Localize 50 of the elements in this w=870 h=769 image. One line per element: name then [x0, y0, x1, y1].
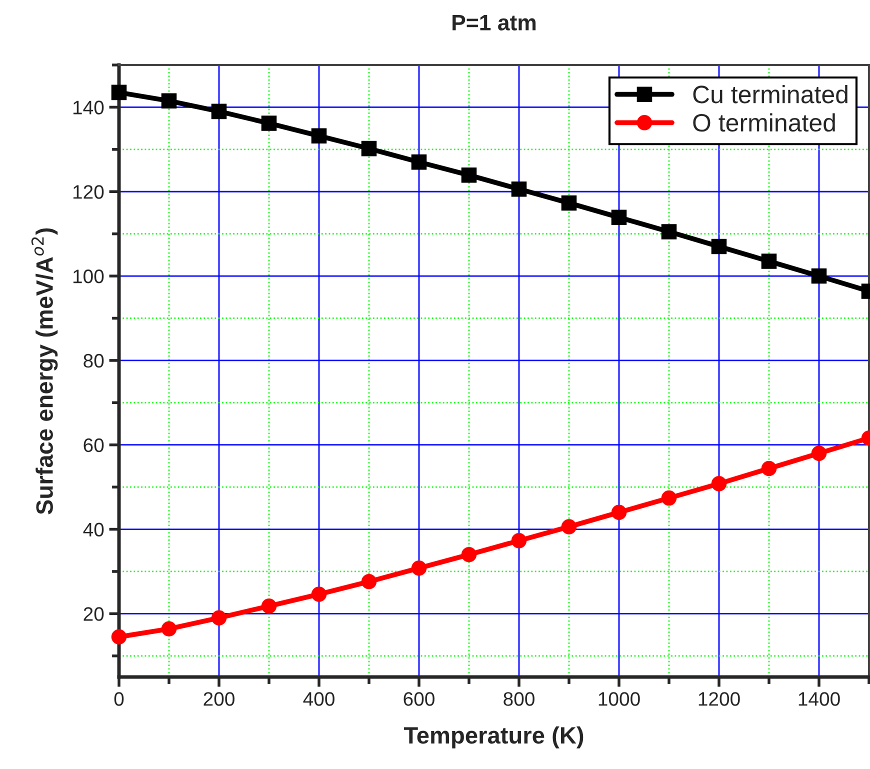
y-tick-label: 80 [84, 354, 104, 368]
point [161, 93, 177, 109]
y-tick-label: 140 [73, 100, 104, 114]
chart-title: P=1 atm [452, 14, 536, 30]
x-tick-label: 400 [303, 692, 334, 706]
y-axis-title: Surface energy (meV/A$^{o2}$) [31, 228, 58, 514]
point [711, 238, 727, 254]
point [761, 460, 777, 476]
point [111, 629, 127, 645]
point [761, 254, 777, 269]
point [561, 195, 577, 211]
y-tick-label: 20 [84, 607, 104, 621]
point [811, 446, 827, 461]
x-axis-title: Temperature (K) [404, 726, 584, 748]
x-tick-label: 0 [114, 692, 124, 706]
x-tick-label: 600 [404, 692, 434, 706]
point [261, 598, 277, 614]
x-tick-label: 1200 [698, 692, 740, 706]
point [461, 168, 477, 183]
point [561, 519, 577, 534]
point [211, 610, 227, 626]
x-tick-label: 1000 [598, 692, 640, 706]
legend-label: Cu terminated [693, 85, 848, 104]
point [161, 621, 177, 637]
point [411, 154, 427, 170]
point [361, 574, 377, 590]
point [711, 476, 727, 492]
point [661, 224, 677, 240]
y-tick-label: 100 [73, 270, 104, 284]
point [611, 210, 627, 226]
point [111, 84, 127, 100]
x-tick-label: 1400 [798, 692, 840, 706]
point [261, 116, 277, 131]
point [811, 268, 827, 284]
point [661, 490, 677, 506]
y-tick-label: 60 [84, 438, 104, 452]
legend-label: O terminated [693, 113, 835, 132]
point [311, 128, 327, 144]
point [611, 504, 627, 520]
point [511, 533, 527, 548]
point [311, 586, 327, 602]
y-tick-label: 120 [73, 185, 104, 199]
y-tick-label: 40 [83, 522, 104, 537]
point [411, 560, 427, 576]
x-tick-label: 200 [204, 692, 234, 706]
point [461, 546, 477, 562]
point [361, 140, 377, 156]
point [511, 181, 527, 197]
x-tick-label: 800 [504, 692, 534, 706]
point [211, 104, 227, 120]
